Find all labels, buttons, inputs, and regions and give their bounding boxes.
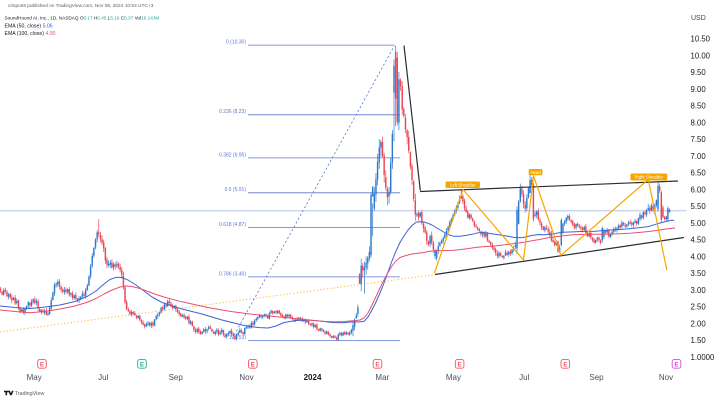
svg-text:Right Shoulder: Right Shoulder	[635, 175, 664, 180]
svg-text:5.50: 5.50	[691, 202, 707, 211]
svg-text:crispus9 published on TradingV: crispus9 published on TradingView.com, N…	[8, 3, 154, 9]
svg-text:4.00: 4.00	[691, 252, 707, 261]
svg-text:1.50: 1.50	[691, 336, 707, 345]
svg-text:7.50: 7.50	[691, 135, 707, 144]
svg-text:EMA (100, close) 4.90: EMA (100, close) 4.90	[5, 31, 56, 37]
svg-text:6.50: 6.50	[691, 169, 707, 178]
svg-text:2.00: 2.00	[691, 319, 707, 328]
svg-text:Jul: Jul	[98, 373, 108, 382]
svg-text:0 (10.30): 0 (10.30)	[226, 40, 246, 46]
svg-text:Left Shoulder: Left Shoulder	[450, 182, 476, 187]
svg-text:0.786 (3.40): 0.786 (3.40)	[219, 271, 246, 277]
svg-text:5.00: 5.00	[691, 219, 707, 228]
svg-text:10.00: 10.00	[691, 52, 711, 61]
svg-text:E: E	[40, 361, 44, 368]
svg-text:10.50: 10.50	[691, 35, 711, 44]
svg-text:4.50: 4.50	[691, 236, 707, 245]
svg-text:Nov: Nov	[239, 373, 253, 382]
svg-text:E: E	[251, 361, 255, 368]
svg-text:E: E	[563, 361, 567, 368]
svg-text:TradingView: TradingView	[15, 391, 45, 397]
svg-text:0.618 (4.87): 0.618 (4.87)	[219, 222, 246, 228]
svg-text:Mar: Mar	[375, 373, 389, 382]
svg-text:May: May	[27, 373, 42, 382]
svg-text:0.5 (5.91): 0.5 (5.91)	[225, 187, 247, 193]
svg-text:3.00: 3.00	[691, 286, 707, 295]
svg-text:0.382 (6.95): 0.382 (6.95)	[219, 152, 246, 158]
svg-text:3.50: 3.50	[691, 269, 707, 278]
svg-text:8.50: 8.50	[691, 102, 707, 111]
svg-text:E: E	[458, 361, 462, 368]
svg-text:Head: Head	[530, 170, 541, 175]
svg-text:1 (1.53): 1 (1.53)	[229, 335, 247, 341]
svg-text:E: E	[674, 361, 678, 368]
svg-text:E: E	[140, 361, 144, 368]
svg-text:8.00: 8.00	[691, 119, 707, 128]
svg-text:Nov: Nov	[659, 373, 673, 382]
svg-text:E: E	[375, 361, 379, 368]
svg-text:7.00: 7.00	[691, 152, 707, 161]
svg-text:EMA (50, close) 5.06: EMA (50, close) 5.06	[5, 23, 53, 29]
svg-text:May: May	[446, 373, 461, 382]
svg-text:6.00: 6.00	[691, 185, 707, 194]
svg-text:1.0000: 1.0000	[691, 353, 716, 362]
svg-text:0.236 (8.23): 0.236 (8.23)	[219, 109, 246, 115]
svg-text:Sep: Sep	[169, 373, 184, 382]
svg-text:2.50: 2.50	[691, 303, 707, 312]
svg-text:SoundHound AI, Inc., 1D, NASDA: SoundHound AI, Inc., 1D, NASDAQ O6.17 H6…	[5, 16, 160, 21]
svg-text:2024: 2024	[304, 373, 322, 382]
svg-text:USD: USD	[691, 15, 706, 22]
svg-text:Sep: Sep	[589, 373, 604, 382]
svg-text:9.00: 9.00	[691, 85, 707, 94]
svg-text:9.50: 9.50	[691, 68, 707, 77]
svg-text:Jul: Jul	[519, 373, 529, 382]
